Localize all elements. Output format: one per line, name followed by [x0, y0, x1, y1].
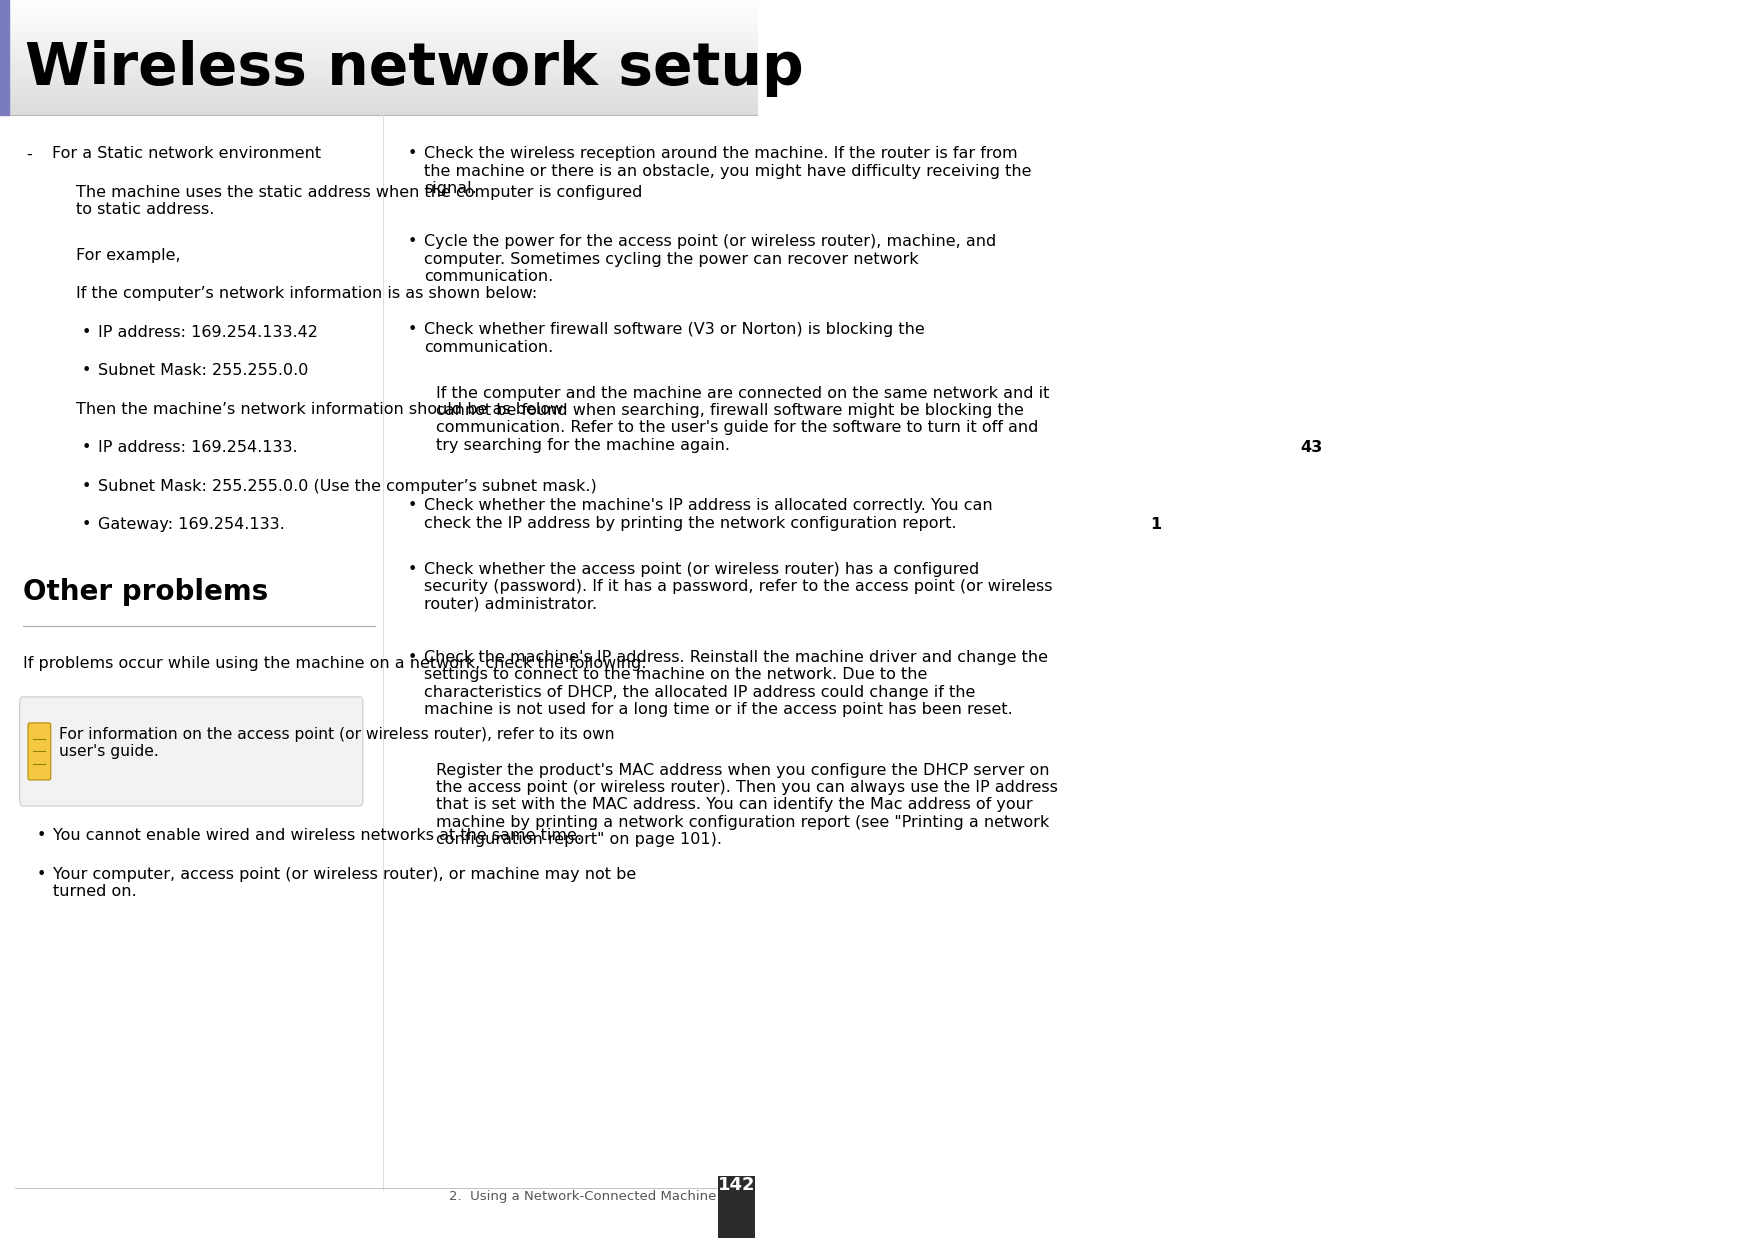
Text: •: •: [82, 363, 91, 378]
Text: IP address: 169.254.133.42: IP address: 169.254.133.42: [98, 325, 318, 340]
Text: Other problems: Other problems: [23, 578, 269, 606]
Text: IP address: 169.254.133.: IP address: 169.254.133.: [98, 440, 298, 455]
Text: If the computer and the machine are connected on the same network and it
cannot : If the computer and the machine are conn…: [435, 386, 1049, 453]
Text: For information on the access point (or wireless router), refer to its own
user': For information on the access point (or …: [60, 727, 614, 759]
Text: Check whether the machine's IP address is allocated correctly. You can
check the: Check whether the machine's IP address i…: [425, 498, 993, 531]
FancyBboxPatch shape: [19, 697, 363, 806]
Text: -: -: [26, 146, 32, 161]
Text: If problems occur while using the machine on a network, check the following:: If problems occur while using the machin…: [23, 656, 646, 671]
Bar: [0, 0, 9, 115]
Text: Subnet Mask: 255.255.0.0: Subnet Mask: 255.255.0.0: [98, 363, 309, 378]
Text: •: •: [407, 562, 418, 577]
Text: For a Static network environment: For a Static network environment: [51, 146, 321, 161]
Text: •: •: [82, 517, 91, 532]
Text: •: •: [407, 322, 418, 337]
Text: 2.  Using a Network-Connected Machine: 2. Using a Network-Connected Machine: [449, 1190, 716, 1203]
Text: Your computer, access point (or wireless router), or machine may not be
turned o: Your computer, access point (or wireless…: [53, 867, 637, 899]
Text: 43: 43: [1300, 440, 1323, 455]
Text: •: •: [82, 479, 91, 494]
Text: •: •: [407, 234, 418, 249]
Text: Then the machine’s network information should be as below:: Then the machine’s network information s…: [75, 402, 567, 417]
Text: Cycle the power for the access point (or wireless router), machine, and
computer: Cycle the power for the access point (or…: [425, 234, 997, 284]
Text: •: •: [82, 440, 91, 455]
Text: Check whether the access point (or wireless router) has a configured
security (p: Check whether the access point (or wirel…: [425, 562, 1053, 611]
Text: •: •: [82, 325, 91, 340]
Text: Check whether firewall software (V3 or Norton) is blocking the
communication.: Check whether firewall software (V3 or N…: [425, 322, 925, 355]
Text: 142: 142: [718, 1176, 755, 1194]
Text: You cannot enable wired and wireless networks at the same time.: You cannot enable wired and wireless net…: [53, 828, 583, 843]
Text: The machine uses the static address when the computer is configured
to static ad: The machine uses the static address when…: [75, 185, 642, 217]
Text: 1: 1: [1151, 517, 1162, 532]
Text: Wireless network setup: Wireless network setup: [25, 40, 804, 97]
Text: •: •: [37, 867, 46, 882]
Text: •: •: [37, 828, 46, 843]
FancyBboxPatch shape: [28, 723, 51, 780]
Text: Subnet Mask: 255.255.0.0 (Use the computer’s subnet mask.): Subnet Mask: 255.255.0.0 (Use the comput…: [98, 479, 597, 494]
FancyBboxPatch shape: [718, 1176, 755, 1238]
Text: Register the product's MAC address when you configure the DHCP server on
the acc: Register the product's MAC address when …: [435, 763, 1058, 847]
Text: Check the wireless reception around the machine. If the router is far from
the m: Check the wireless reception around the …: [425, 146, 1032, 196]
Text: •: •: [407, 146, 418, 161]
Text: If the computer’s network information is as shown below:: If the computer’s network information is…: [75, 286, 537, 301]
Text: For example,: For example,: [75, 248, 181, 263]
Text: •: •: [407, 650, 418, 665]
Text: Check the machine's IP address. Reinstall the machine driver and change the
sett: Check the machine's IP address. Reinstal…: [425, 650, 1048, 717]
Text: •: •: [407, 498, 418, 513]
Text: Gateway: 169.254.133.: Gateway: 169.254.133.: [98, 517, 286, 532]
